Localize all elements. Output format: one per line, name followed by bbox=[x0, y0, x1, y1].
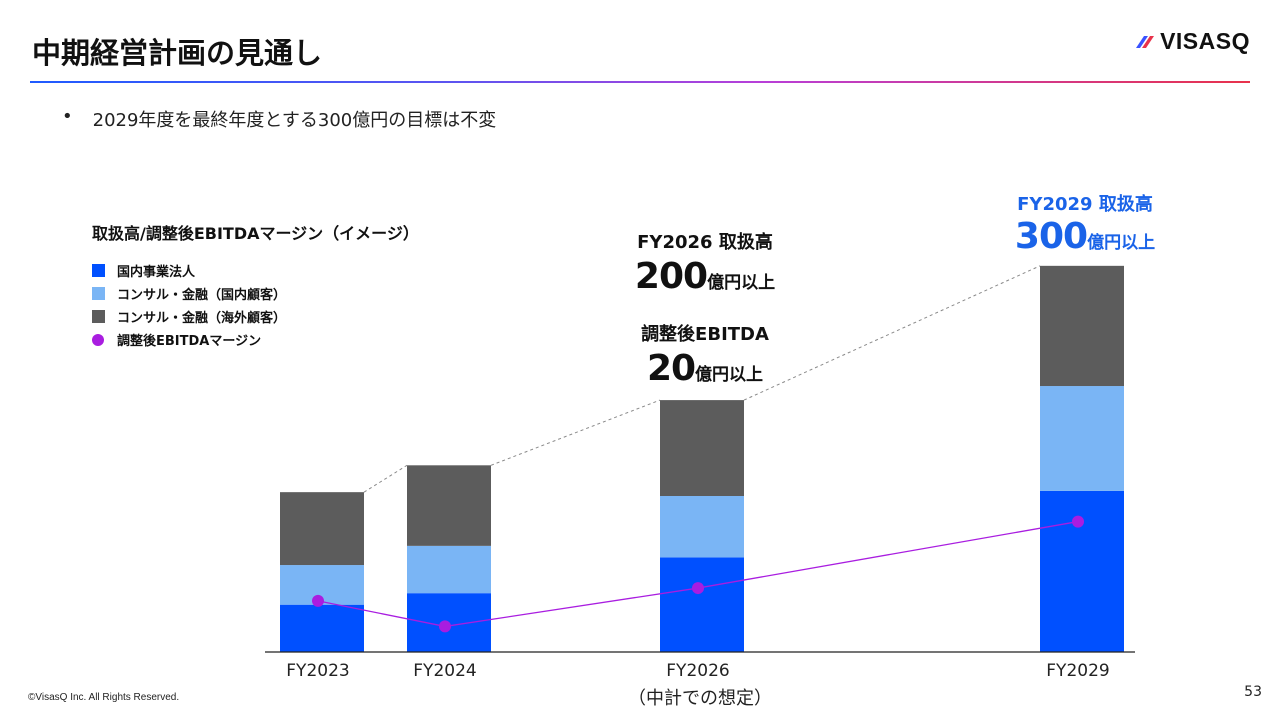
trend-connector-1 bbox=[490, 399, 661, 466]
annotation-fy2026-revenue: FY2026 取扱高 200億円以上 bbox=[600, 228, 810, 297]
margin-line bbox=[312, 515, 1084, 633]
annotation-value: 300 bbox=[1014, 216, 1088, 257]
bar-fy2023-series-2 bbox=[280, 492, 364, 566]
fy2026-category-note: （中計での想定） bbox=[628, 688, 772, 709]
brand-logo: VISASQ bbox=[1134, 28, 1250, 55]
annotation-value: 20 bbox=[646, 348, 696, 389]
visasq-logo-icon bbox=[1136, 35, 1155, 48]
legend-item-consulting-overseas: コンサル・金融（海外顧客） bbox=[92, 305, 286, 328]
margin-point-fy2023 bbox=[312, 594, 324, 607]
annotation-value: 200 bbox=[634, 256, 708, 297]
trend-connector-0 bbox=[363, 464, 408, 493]
annotation-label: 調整後EBITDA bbox=[641, 324, 769, 345]
bar-fy2024-series-1 bbox=[407, 545, 491, 594]
legend-label: 国内事業法人 bbox=[117, 265, 196, 280]
annotation-unit: 億円以上 bbox=[707, 273, 776, 293]
legend-label: コンサル・金融（国内顧客） bbox=[117, 288, 287, 303]
legend-swatch bbox=[92, 287, 105, 300]
x-tick-label-fy2023: FY2023 bbox=[286, 661, 349, 681]
margin-point-fy2024 bbox=[439, 620, 451, 633]
header-divider bbox=[30, 81, 1250, 83]
margin-line-path bbox=[317, 520, 1079, 628]
legend-item-domestic-corporate: 国内事業法人 bbox=[92, 259, 286, 282]
x-tick-label-fy2024: FY2024 bbox=[413, 661, 476, 681]
bar-fy2026-series-0 bbox=[660, 557, 744, 652]
bar-fy2023-series-0 bbox=[280, 604, 364, 652]
bar-fy2024-series-2 bbox=[407, 465, 491, 546]
annotation-ebitda: 調整後EBITDA 20億円以上 bbox=[600, 320, 810, 389]
bullet-icon: • bbox=[62, 106, 73, 127]
legend-item-consulting-domestic: コンサル・金融（国内顧客） bbox=[92, 282, 286, 305]
chart-legend: 国内事業法人 コンサル・金融（国内顧客） コンサル・金融（海外顧客） 調整後EB… bbox=[92, 259, 286, 351]
legend-item-ebitda-margin: 調整後EBITDAマージン bbox=[92, 328, 286, 351]
legend-swatch bbox=[92, 264, 105, 277]
annotation-unit: 億円以上 bbox=[1087, 233, 1156, 253]
bar-fy2029-series-0 bbox=[1040, 490, 1124, 652]
bar-fy2026-series-1 bbox=[660, 496, 744, 558]
chart-legend-title: 取扱高/調整後EBITDAマージン（イメージ） bbox=[92, 224, 419, 243]
bar-fy2029-series-1 bbox=[1040, 386, 1124, 491]
annotation-unit: 億円以上 bbox=[695, 365, 764, 385]
x-tick-label-fy2029: FY2029 bbox=[1046, 661, 1109, 681]
page-title: 中期経営計画の見通し bbox=[32, 36, 323, 70]
page-number: 53 bbox=[1244, 684, 1262, 700]
annotation-fy2029-revenue: FY2029 取扱高 300億円以上 bbox=[980, 190, 1190, 257]
annotation-label: FY2026 取扱高 bbox=[637, 232, 773, 253]
copyright-text: ©VisasQ Inc. All Rights Reserved. bbox=[28, 692, 180, 703]
margin-point-fy2026 bbox=[692, 582, 704, 595]
margin-point-fy2029 bbox=[1072, 515, 1084, 528]
annotation-label: FY2029 取扱高 bbox=[1017, 194, 1153, 215]
x-tick-label-fy2026: FY2026 bbox=[666, 661, 729, 681]
logo-text: VISASQ bbox=[1160, 28, 1250, 54]
legend-dot bbox=[92, 333, 104, 346]
bullet-text: 2029年度を最終年度とする300億円の目標は不変 bbox=[92, 110, 497, 131]
bar-fy2026-series-2 bbox=[660, 400, 744, 496]
trend-connector-2 bbox=[743, 265, 1041, 401]
trend-connectors bbox=[363, 265, 1041, 493]
bullet-point: • 2029年度を最終年度とする300億円の目標は不変 bbox=[62, 106, 496, 132]
legend-swatch bbox=[92, 310, 105, 323]
bar-fy2029-series-2 bbox=[1040, 265, 1124, 387]
legend-label: コンサル・金融（海外顧客） bbox=[117, 311, 287, 326]
legend-label: 調整後EBITDAマージン bbox=[117, 334, 262, 349]
x-tick-labels: FY2023 FY2024 FY2026 FY2029 bbox=[286, 661, 1109, 681]
